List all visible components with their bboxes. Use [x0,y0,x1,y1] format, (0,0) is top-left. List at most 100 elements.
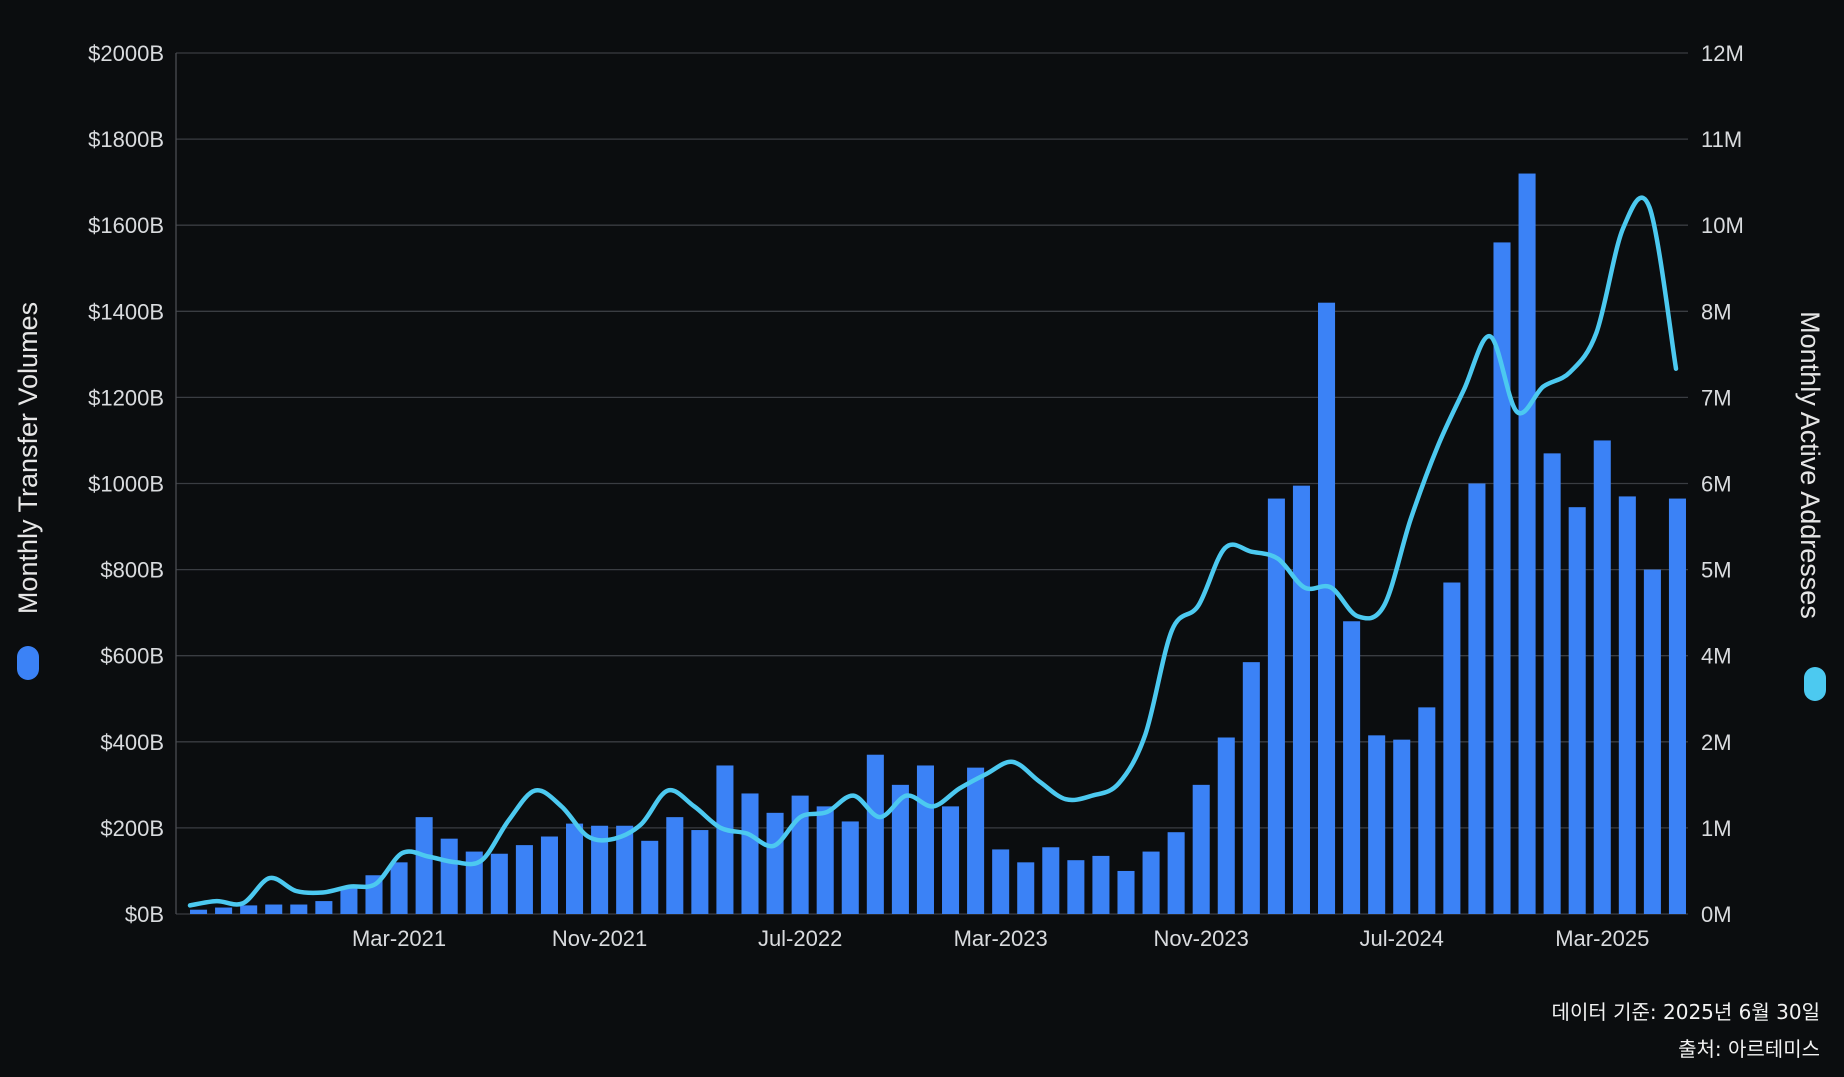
volume-bar [290,904,308,914]
volume-bar [1593,440,1611,914]
volume-bar [1418,707,1436,914]
right-tick-label: 7M [1701,385,1732,410]
volume-bar [942,806,960,914]
right-tick-label: 10M [1701,213,1744,238]
volume-bar [1468,483,1486,914]
volume-bar [1668,498,1686,914]
x-tick-label: Nov-2021 [552,926,647,951]
volume-bar [716,765,734,914]
volume-bar [465,851,483,914]
volume-bar [1568,507,1586,914]
volume-bar [616,825,634,914]
data-date-note: 데이터 기준: 2025년 6월 30일 [1551,1000,1820,1024]
volume-bar [1217,737,1235,914]
volume-bar [265,904,283,914]
volume-bar [866,754,884,914]
left-tick-label: $400B [100,730,164,755]
right-axis-title: Monthly Active Addresses [1795,311,1825,619]
volume-bar [766,812,784,914]
left-tick-label: $1200B [88,385,164,410]
left-tick-label: $2000B [88,41,164,66]
right-tick-label: 0M [1701,902,1732,927]
volume-bar [816,806,834,914]
volume-bar [1092,855,1110,914]
left-tick-label: $1600B [88,213,164,238]
volume-bar [666,817,684,914]
left-legend-swatch [17,646,39,680]
x-tick-label: Jul-2022 [758,926,842,951]
volume-bar [390,862,408,914]
right-legend-swatch [1804,667,1826,701]
volume-bar [891,784,909,914]
volume-bar [1067,860,1085,914]
right-tick-label: 5M [1701,558,1732,583]
volume-bar [1117,870,1135,914]
x-tick-label: Mar-2025 [1555,926,1649,951]
x-tick-label: Mar-2023 [954,926,1048,951]
volume-bar [967,767,985,914]
left-tick-label: $800B [100,558,164,583]
volume-bar [591,825,609,914]
left-tick-label: $1400B [88,299,164,324]
right-tick-label: 12M [1701,41,1744,66]
x-tick-label: Nov-2023 [1154,926,1249,951]
left-tick-label: $600B [100,644,164,669]
volume-bar [1242,662,1260,914]
volume-bar [1643,569,1661,914]
volume-bar [791,795,809,914]
right-tick-label: 6M [1701,472,1732,497]
volume-bar [1618,496,1636,914]
left-axis-title: Monthly Transfer Volumes [13,302,43,614]
right-tick-label: 8M [1701,299,1732,324]
source-note: 출처: 아르테미스 [1678,1037,1820,1061]
volume-bar [340,888,358,914]
volume-bar [190,909,208,914]
volume-bar [841,821,859,914]
volume-bar [1393,739,1411,914]
volume-bar [1192,784,1210,914]
volume-bar [440,838,458,914]
volume-bar [1343,621,1361,914]
right-tick-label: 4M [1701,644,1732,669]
volume-bar [566,823,584,914]
right-tick-label: 2M [1701,730,1732,755]
volume-bar [215,907,233,914]
volume-bar [1443,582,1461,914]
volume-bar [741,793,759,914]
right-tick-label: 1M [1701,816,1732,841]
volume-bar [1493,242,1511,915]
volume-bar [1042,847,1060,914]
left-tick-label: $200B [100,816,164,841]
volume-bar [490,853,508,914]
volume-bar [1167,832,1185,914]
right-axis-ticks: 0M 1M 2M 4M 5M 6M 7M 8M 10M 11M 12M [1701,41,1744,927]
x-tick-label: Jul-2024 [1360,926,1444,951]
volume-bar [1518,173,1536,915]
left-tick-label: $1800B [88,127,164,152]
volume-bar [916,765,934,914]
volume-bar [415,817,433,914]
volume-bar [240,905,258,914]
volume-bars [190,173,1686,915]
volume-bar [691,830,709,914]
volume-bar [992,849,1010,914]
right-tick-label: 11M [1701,127,1742,152]
volume-bar [1543,453,1561,914]
volume-bar [1292,485,1310,914]
volume-bar [1267,498,1285,914]
active-addresses-line [187,195,1679,908]
left-axis-ticks: $0B $200B $400B $600B $800B $1000B $1200B $1400… [88,41,164,927]
volume-bar [1368,735,1386,914]
x-tick-label: Mar-2021 [352,926,446,951]
volume-bar [315,901,333,914]
x-axis-ticks: Mar-2021 Nov-2021 Jul-2022 Mar-2023 Nov-2023… [352,926,1649,951]
volume-bar [515,845,533,914]
active-addresses-path [187,195,1679,908]
left-tick-label: $1000B [88,472,164,497]
volume-bar [641,840,659,914]
left-tick-label: $0B [125,902,164,927]
volume-bar [1142,851,1160,914]
volume-bar [1318,302,1336,914]
volume-bar [1017,862,1035,914]
